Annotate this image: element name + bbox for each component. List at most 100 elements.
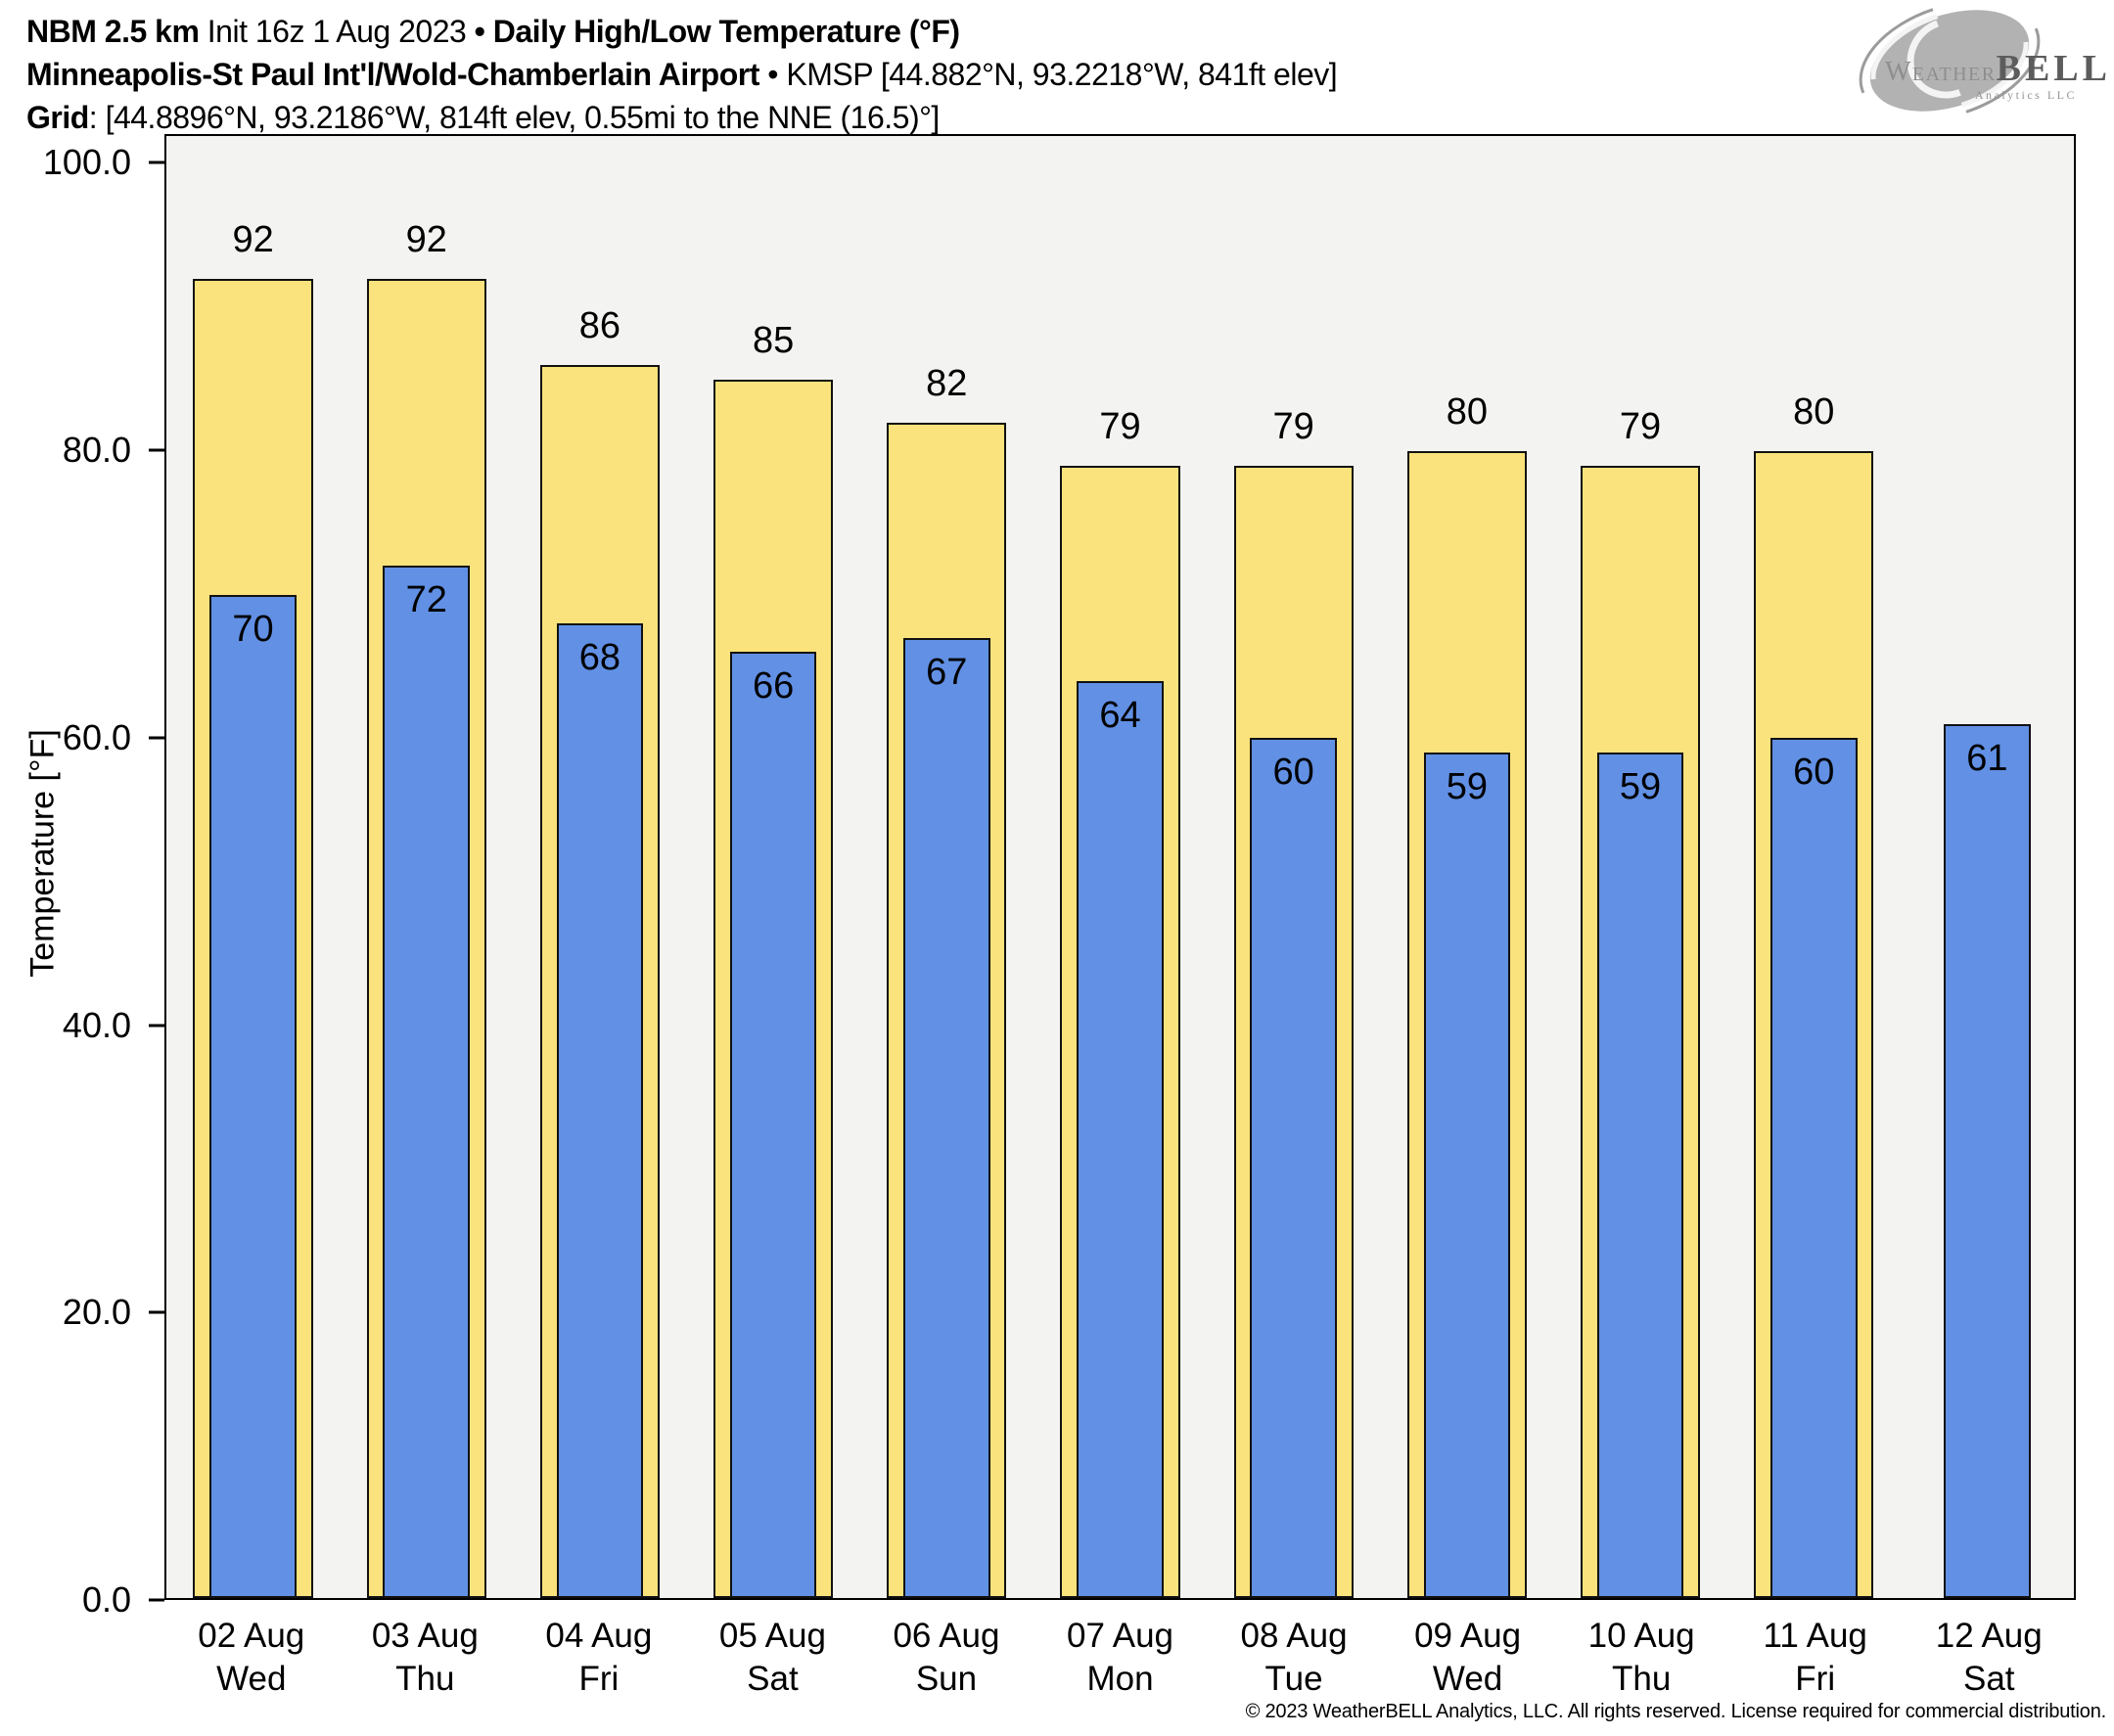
x-tick-date: 07 Aug bbox=[1067, 1617, 1173, 1655]
x-tick-day: Sat bbox=[747, 1660, 799, 1698]
x-tick-day: Thu bbox=[1611, 1660, 1672, 1698]
logo-subtext: Analytics LLC bbox=[1975, 88, 2077, 102]
x-tick-label: 02 Aug Wed bbox=[164, 1615, 339, 1701]
high-value-label: 92 bbox=[405, 219, 447, 261]
x-tick-label: 07 Aug Mon bbox=[1034, 1615, 1208, 1701]
grid-label: Grid bbox=[26, 100, 89, 135]
y-tick-label: 60.0 bbox=[62, 716, 131, 757]
low-bar: 59 bbox=[1423, 752, 1511, 1598]
high-value-label: 79 bbox=[1099, 405, 1141, 447]
y-tick-label: 0.0 bbox=[81, 1579, 131, 1620]
x-tick-date: 10 Aug bbox=[1587, 1617, 1695, 1655]
init-time: Init 16z 1 Aug 2023 bbox=[207, 14, 467, 49]
product-title: Daily High/Low Temperature (°F) bbox=[492, 14, 960, 49]
low-bar: 70 bbox=[209, 594, 297, 1598]
high-value-label: 79 bbox=[1272, 405, 1314, 447]
low-bar: 61 bbox=[1944, 723, 2031, 1598]
x-tick-label: 11 Aug Fri bbox=[1728, 1615, 1903, 1701]
x-tick-date: 11 Aug bbox=[1763, 1617, 1867, 1655]
high-value-label: 82 bbox=[926, 362, 968, 404]
x-tick-date: 06 Aug bbox=[893, 1617, 1000, 1655]
x-tick-label: 04 Aug Fri bbox=[512, 1615, 686, 1701]
x-tick-day: Wed bbox=[1432, 1660, 1503, 1698]
x-tick-date: 12 Aug bbox=[1935, 1617, 2043, 1655]
x-tick-day: Wed bbox=[216, 1660, 287, 1698]
y-tick-label: 40.0 bbox=[62, 1004, 131, 1045]
y-tick-label: 20.0 bbox=[62, 1292, 131, 1333]
header-line-1: NBM 2.5 km Init 16z 1 Aug 2023 • Daily H… bbox=[26, 10, 1337, 53]
low-value-label: 64 bbox=[1099, 694, 1141, 736]
x-tick-date: 03 Aug bbox=[371, 1617, 479, 1655]
x-tick-day: Mon bbox=[1086, 1660, 1154, 1698]
high-value-label: 92 bbox=[232, 219, 274, 261]
low-value-label: 68 bbox=[578, 637, 621, 678]
x-tick-label: 03 Aug Thu bbox=[339, 1615, 513, 1701]
y-tick-mark bbox=[149, 1310, 164, 1314]
x-tick-day: Thu bbox=[395, 1660, 455, 1698]
x-tick-label: 06 Aug Sun bbox=[859, 1615, 1034, 1701]
y-axis-gutter: 0.0 20.0 40.0 60.0 80.0 100.0 bbox=[0, 134, 164, 1620]
x-tick-date: 02 Aug bbox=[198, 1617, 305, 1655]
x-tick-day: Fri bbox=[1795, 1660, 1836, 1698]
low-value-label: 61 bbox=[1966, 737, 2008, 779]
x-tick-label: 10 Aug Thu bbox=[1554, 1615, 1728, 1701]
x-tick-label: 08 Aug Tue bbox=[1207, 1615, 1381, 1701]
chart-header: NBM 2.5 km Init 16z 1 Aug 2023 • Daily H… bbox=[26, 10, 1338, 139]
high-value-label: 86 bbox=[578, 305, 621, 347]
high-value-label: 79 bbox=[1619, 405, 1662, 447]
low-value-label: 59 bbox=[1619, 765, 1662, 807]
x-tick-label: 09 Aug Wed bbox=[1381, 1615, 1555, 1701]
station-meta: KMSP [44.882°N, 93.2218°W, 841ft elev] bbox=[786, 57, 1338, 92]
separator-dot: • bbox=[474, 14, 485, 49]
y-tick-label: 100.0 bbox=[42, 142, 131, 183]
weatherbell-logo: WeatherBELL Analytics LLC bbox=[1859, 8, 2107, 114]
low-value-label: 60 bbox=[1793, 752, 1835, 794]
x-tick-date: 04 Aug bbox=[545, 1617, 653, 1655]
x-tick-date: 09 Aug bbox=[1414, 1617, 1522, 1655]
x-tick-date: 08 Aug bbox=[1240, 1617, 1348, 1655]
y-tick-mark bbox=[149, 448, 164, 452]
high-value-label: 80 bbox=[1793, 391, 1835, 434]
x-axis-labels: 02 Aug Wed 03 Aug Thu 04 Aug Fri 05 Aug Sat 06 A… bbox=[164, 1615, 2076, 1701]
y-tick-label: 80.0 bbox=[62, 430, 131, 471]
hurricane-swirl-icon bbox=[1859, 8, 2041, 114]
y-tick-mark bbox=[149, 1598, 164, 1602]
low-bar: 64 bbox=[1077, 680, 1164, 1598]
low-bar: 60 bbox=[1250, 738, 1337, 1598]
low-value-label: 72 bbox=[405, 579, 447, 621]
logo-text-bell: BELL bbox=[1997, 48, 2111, 89]
low-bar: 68 bbox=[556, 623, 644, 1598]
x-tick-day: Sun bbox=[915, 1660, 978, 1698]
high-value-label: 85 bbox=[752, 320, 795, 361]
low-value-label: 70 bbox=[232, 608, 274, 650]
plot-area: 92 70 92 72 86 68 85 66 82 67 79 64 79 60 80 59 79 59 80 60… bbox=[164, 134, 2076, 1600]
low-bar: 66 bbox=[729, 652, 817, 1598]
station-name: Minneapolis-St Paul Int'l/Wold-Chamberla… bbox=[26, 57, 759, 92]
header-line-2: Minneapolis-St Paul Int'l/Wold-Chamberla… bbox=[26, 53, 1338, 96]
x-tick-day: Sat bbox=[1962, 1660, 2015, 1698]
low-value-label: 59 bbox=[1446, 765, 1488, 807]
x-tick-label: 12 Aug Sat bbox=[1902, 1615, 2076, 1701]
y-tick-mark bbox=[149, 1024, 164, 1028]
x-tick-day: Fri bbox=[578, 1660, 620, 1698]
x-tick-day: Tue bbox=[1264, 1660, 1323, 1698]
grid-value: : [44.8896°N, 93.2186°W, 814ft elev, 0.5… bbox=[88, 100, 941, 135]
low-bar: 67 bbox=[903, 637, 990, 1598]
model-name: NBM 2.5 km bbox=[26, 14, 200, 49]
low-value-label: 60 bbox=[1272, 752, 1314, 794]
low-bar: 60 bbox=[1769, 738, 1858, 1598]
low-value-label: 67 bbox=[926, 651, 968, 693]
low-bar: 59 bbox=[1596, 752, 1684, 1598]
x-tick-label: 05 Aug Sat bbox=[686, 1615, 860, 1701]
logo-text-weather: Weather bbox=[1885, 57, 1997, 87]
y-tick-mark bbox=[149, 160, 164, 164]
footer-copyright: © 2023 WeatherBELL Analytics, LLC. All r… bbox=[1245, 1701, 2107, 1722]
high-value-label: 80 bbox=[1446, 391, 1488, 434]
separator-dot: • bbox=[767, 57, 778, 92]
y-tick-mark bbox=[149, 736, 164, 740]
x-tick-date: 05 Aug bbox=[718, 1617, 826, 1655]
low-value-label: 66 bbox=[752, 665, 795, 708]
header-line-3: Grid: [44.8896°N, 93.2186°W, 814ft elev,… bbox=[26, 96, 1337, 139]
svg-text:WeatherBELL: WeatherBELL bbox=[1885, 48, 2111, 89]
